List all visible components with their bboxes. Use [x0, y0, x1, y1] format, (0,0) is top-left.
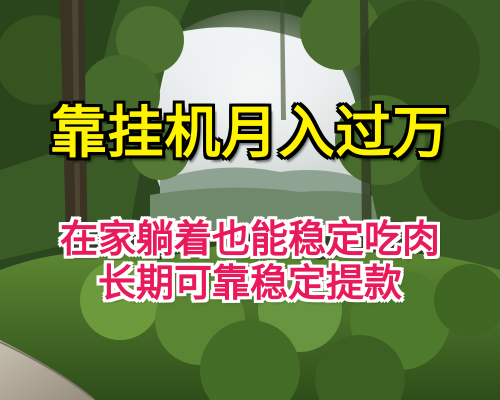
- headline-title: 靠挂机月入过万: [50, 101, 450, 166]
- tree-trunk: [360, 0, 372, 240]
- stone-wall: [0, 340, 95, 400]
- subtitle-line-2: 长期可靠稳定提款: [97, 261, 402, 305]
- subtitle-line-1: 在家躺着也能稳定吃肉: [59, 217, 440, 261]
